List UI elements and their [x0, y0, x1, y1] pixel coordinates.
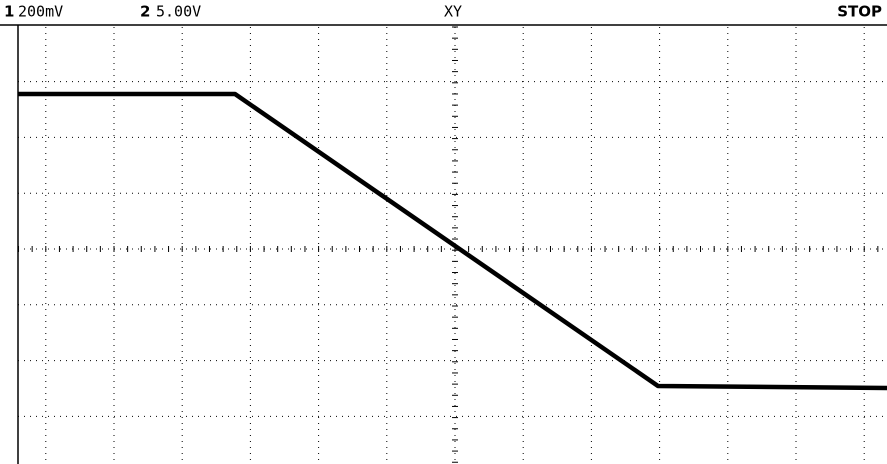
channel-1-number: 1 — [4, 3, 14, 21]
channel-1-scale: 200mV — [18, 3, 63, 21]
oscilloscope-screen: 1 200mV 2 5.00V XY STOP — [0, 0, 887, 464]
channel-2-number: 2 — [140, 3, 150, 21]
run-status: STOP — [837, 3, 882, 21]
display-mode: XY — [444, 3, 462, 21]
background — [0, 0, 887, 464]
channel-2-scale: 5.00V — [156, 3, 201, 21]
